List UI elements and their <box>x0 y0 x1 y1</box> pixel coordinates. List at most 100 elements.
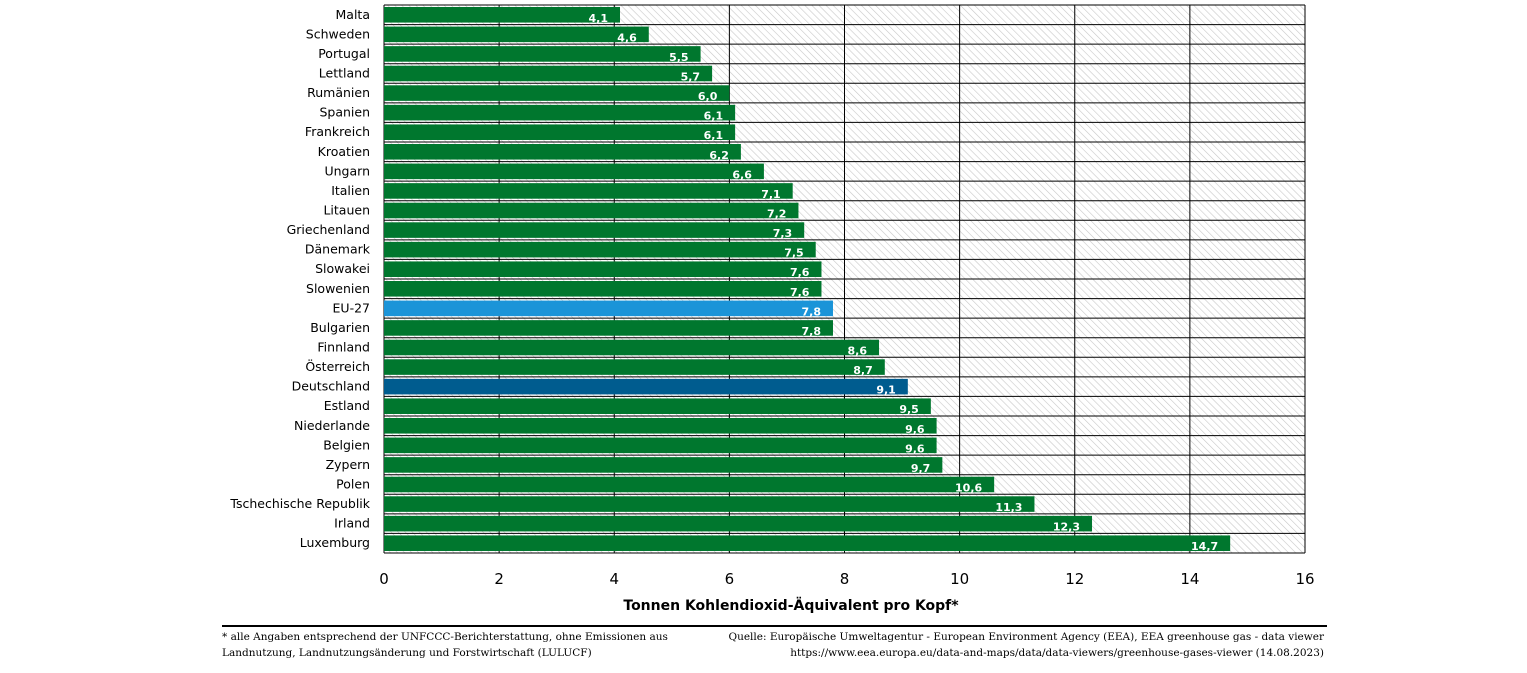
bar <box>384 320 833 336</box>
category-label: Schweden <box>306 26 370 41</box>
value-label: 7,6 <box>790 286 810 299</box>
category-label: Slowenien <box>306 281 370 296</box>
category-label: Belgien <box>323 437 370 452</box>
bar <box>384 144 741 160</box>
x-axis-title: Tonnen Kohlendioxid-Äquivalent pro Kopf* <box>623 597 959 614</box>
category-label: Spanien <box>319 105 370 120</box>
value-label: 9,6 <box>905 442 925 455</box>
category-label: Malta <box>336 7 370 22</box>
bar <box>384 281 822 297</box>
bar <box>384 378 908 395</box>
bar <box>384 26 649 43</box>
source-line-1: Quelle: Europäische Umweltagentur - Euro… <box>728 631 1324 643</box>
category-label: Tschechische Republik <box>229 496 370 511</box>
x-tick-label: 16 <box>1295 570 1314 588</box>
value-label: 8,7 <box>853 364 873 377</box>
bar <box>384 300 833 317</box>
category-label: Ungarn <box>324 163 370 178</box>
value-label: 7,3 <box>773 227 793 240</box>
category-label: Griechenland <box>287 222 370 237</box>
footnote-line-1: * alle Angaben entsprechend der UNFCCC-B… <box>222 631 668 643</box>
value-labels: 4,1 4,6 5,5 5,7 6,0 6,1 6,1 6,26,6 7,1 7,2 7,3 7,5 7… <box>589 12 1219 553</box>
category-label: Kroatien <box>318 144 370 159</box>
value-label: 4,6 <box>617 31 637 44</box>
value-label: 7,8 <box>801 305 821 318</box>
footer-divider <box>222 625 1327 627</box>
bar <box>384 437 937 454</box>
value-label: 7,2 <box>767 208 787 221</box>
category-label: Irland <box>334 516 370 531</box>
category-label: Litauen <box>323 203 370 218</box>
bar <box>384 261 822 277</box>
bar <box>384 85 730 101</box>
value-label: 12,3 <box>1053 521 1080 534</box>
bar <box>384 104 736 121</box>
bar <box>384 457 943 473</box>
x-tick-label: 4 <box>609 570 619 588</box>
bar <box>384 535 1231 551</box>
value-label: 6,6 <box>732 168 752 181</box>
value-label: 6,1 <box>704 129 724 142</box>
x-tick-label: 10 <box>950 570 969 588</box>
value-label: 6,1 <box>704 110 724 123</box>
value-label: 7,6 <box>790 266 810 279</box>
footnote: * alle Angaben entsprechend der UNFCCC-B… <box>222 629 692 661</box>
value-label: 14,7 <box>1191 540 1218 553</box>
bar <box>384 65 713 82</box>
value-label: 4,1 <box>589 12 609 25</box>
bar <box>384 418 937 434</box>
category-label: Deutschland <box>292 379 370 394</box>
category-label: Zypern <box>326 457 370 472</box>
category-label: Portugal <box>318 46 370 61</box>
category-label: Rumänien <box>307 85 370 100</box>
value-label: 7,8 <box>801 325 821 338</box>
category-label: Luxemburg <box>300 535 370 550</box>
value-label: 7,1 <box>761 188 781 201</box>
value-label: 9,1 <box>876 384 896 397</box>
category-label: Slowakei <box>315 261 370 276</box>
value-label: 5,7 <box>681 71 701 84</box>
category-label: Estland <box>324 398 370 413</box>
bar <box>384 222 805 238</box>
x-tick-label: 0 <box>379 570 389 588</box>
value-label: 7,5 <box>784 247 804 260</box>
value-label: 9,5 <box>899 403 919 416</box>
x-tick-label: 14 <box>1180 570 1199 588</box>
value-label: 11,3 <box>995 501 1022 514</box>
x-tick-label: 8 <box>840 570 850 588</box>
value-label: 6,2 <box>709 149 729 162</box>
bar <box>384 163 764 180</box>
bar <box>384 515 1093 532</box>
value-label: 8,6 <box>848 345 868 358</box>
x-tick-label: 2 <box>494 570 504 588</box>
category-label: EU-27 <box>333 300 370 315</box>
source-note: Quelle: Europäische Umweltagentur - Euro… <box>684 629 1324 661</box>
bar <box>384 202 799 219</box>
bar <box>384 7 621 23</box>
value-label: 5,5 <box>669 51 689 64</box>
category-label: Polen <box>336 477 370 492</box>
category-labels: Malta Schweden Portugal Lettland Rumänien Spa… <box>229 7 370 550</box>
bar <box>384 496 1035 512</box>
value-label: 10,6 <box>955 482 982 495</box>
bar <box>384 183 793 199</box>
grid <box>383 4 1306 554</box>
bar-chart: Malta Schweden Portugal Lettland Rumänien Spa… <box>229 4 1315 614</box>
category-label: Niederlande <box>294 418 370 433</box>
source-line-2: https://www.eea.europa.eu/data-and-maps/… <box>790 647 1324 659</box>
footnote-line-2: Landnutzung, Landnutzungsänderung und Fo… <box>222 647 592 659</box>
x-tick-label: 6 <box>725 570 735 588</box>
bar <box>384 476 995 493</box>
category-label: Bulgarien <box>310 320 370 335</box>
category-label: Lettland <box>319 66 370 81</box>
bar <box>384 398 931 414</box>
category-label: Dänemark <box>305 242 371 257</box>
value-label: 6,0 <box>698 90 718 103</box>
bar <box>384 359 885 375</box>
bars <box>384 7 1231 551</box>
bar <box>384 46 701 62</box>
category-label: Frankreich <box>305 124 370 139</box>
bar <box>384 124 736 140</box>
bar <box>384 241 816 258</box>
x-axis-ticks: 0 2 4 6 8 10 12 14 16 <box>379 570 1314 588</box>
